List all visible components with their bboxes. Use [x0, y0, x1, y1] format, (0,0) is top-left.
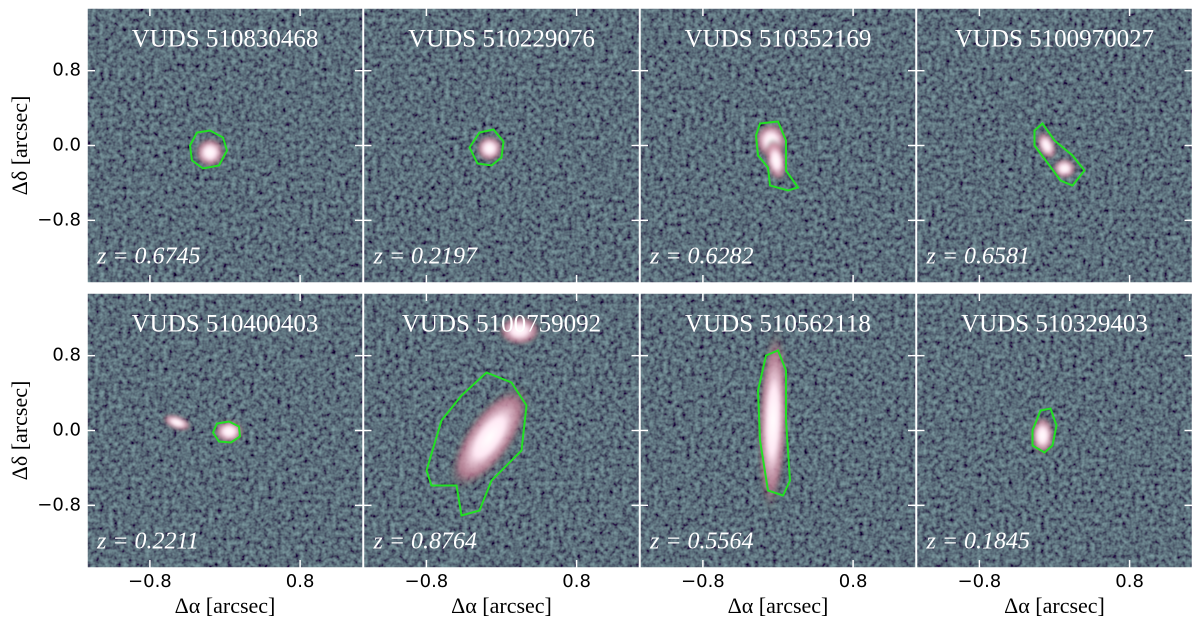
galaxy — [497, 314, 542, 347]
y-tick-label: −0.8 — [37, 494, 81, 515]
galaxy — [447, 383, 532, 492]
redshift-label: z = 0.5564 — [649, 529, 754, 555]
panel-image — [916, 293, 1193, 568]
x-axis-label: Δα [arcsec] — [451, 593, 552, 618]
redshift-label: z = 0.2211 — [96, 529, 199, 555]
panel-title: VUDS 510400403 — [132, 311, 319, 338]
galaxy — [161, 413, 193, 432]
redshift-label: z = 0.8764 — [373, 529, 478, 555]
galaxy — [764, 138, 788, 183]
panel-title: VUDS 510830468 — [132, 26, 319, 53]
x-axis-label: Δα [arcsec] — [728, 593, 829, 618]
y-tick-label: 0.8 — [52, 60, 81, 81]
panel-title: VUDS 510562118 — [685, 311, 871, 338]
contour — [468, 128, 505, 167]
x-tick-label: 0.8 — [1115, 571, 1144, 592]
y-tick-label: −0.8 — [37, 209, 81, 230]
panel: VUDS 510562118 z = 0.5564 −0.8 0.8 Δα [arcse… — [639, 292, 917, 618]
panel-image — [87, 293, 363, 568]
panel: VUDS 510229076 z = 0.2197 — [362, 7, 641, 284]
contour — [754, 120, 800, 192]
x-tick-label: 0.8 — [562, 571, 591, 592]
panel-image — [87, 8, 363, 283]
redshift-label: z = 0.1845 — [926, 529, 1031, 555]
x-tick-label: −0.8 — [405, 571, 449, 592]
galaxy — [475, 134, 504, 163]
x-axis-label: Δα [arcsec] — [175, 593, 276, 618]
panel: VUDS 510352169 z = 0.6282 — [639, 7, 917, 284]
y-axis-label: Δδ [arcsec] — [7, 381, 32, 481]
x-tick-label: 0.8 — [839, 571, 868, 592]
contour — [1033, 122, 1086, 187]
panel-title: VUDS 510229076 — [408, 26, 595, 53]
x-tick-label: −0.8 — [681, 571, 725, 592]
panel-title: VUDS 5100970027 — [955, 26, 1154, 53]
panel-image — [363, 8, 640, 283]
panel: VUDS 5100759092 z = 0.8764 −0.8 0.8 Δα [arcs… — [362, 292, 641, 618]
redshift-label: z = 0.6282 — [649, 244, 754, 270]
y-axis-label: Δδ [arcsec] — [7, 96, 32, 196]
contour — [1031, 407, 1058, 454]
x-tick-label: −0.8 — [958, 571, 1002, 592]
redshift-label: z = 0.6745 — [96, 244, 201, 270]
contour — [756, 349, 792, 497]
panel-title: VUDS 510352169 — [685, 26, 872, 53]
redshift-label: z = 0.2197 — [373, 244, 479, 270]
panel-image — [916, 8, 1193, 283]
panel-image — [640, 8, 916, 283]
galaxy — [1051, 157, 1078, 180]
x-tick-label: −0.8 — [128, 571, 172, 592]
y-tick-label: 0.8 — [52, 345, 81, 366]
panel-title: VUDS 510329403 — [961, 311, 1148, 338]
contour — [211, 420, 242, 444]
panel: VUDS 5100970027 z = 0.6581 — [915, 7, 1194, 284]
panel-image — [363, 293, 640, 568]
redshift-label: z = 0.6581 — [926, 244, 1031, 270]
y-tick-label: 0.0 — [52, 420, 81, 441]
panel-title: VUDS 5100759092 — [402, 311, 601, 338]
x-tick-label: 0.8 — [286, 571, 315, 592]
contour — [188, 129, 229, 170]
y-tick-label: 0.0 — [52, 135, 81, 156]
contour — [425, 371, 528, 517]
panel: VUDS 510329403 z = 0.1845 −0.8 0.8 Δα [arcse… — [915, 292, 1194, 618]
galaxy — [194, 136, 226, 169]
panel: VUDS 510400403 z = 0.2211 −0.8 0.8 0.8 0.0 −0.… — [7, 292, 364, 618]
x-axis-label: Δα [arcsec] — [1004, 593, 1105, 618]
panel-image — [640, 293, 916, 568]
panel: VUDS 510830468 z = 0.6745 0.8 0.0 −0.8Δδ [ar… — [7, 7, 364, 284]
galaxy — [1029, 414, 1056, 457]
